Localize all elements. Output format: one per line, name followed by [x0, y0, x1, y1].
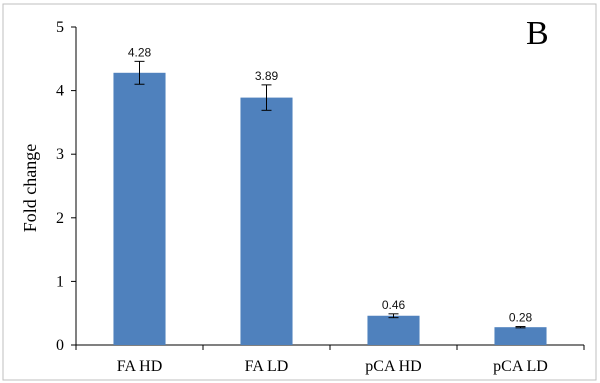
panel-label: B [526, 15, 549, 52]
data-label: 3.89 [255, 69, 279, 83]
y-tick-label: 3 [56, 146, 64, 163]
bar-pca-hd [367, 315, 420, 345]
y-tick-label: 0 [56, 337, 64, 354]
category-label: pCA HD [365, 358, 421, 375]
x-ticks [75, 345, 585, 350]
error-bars [134, 60, 526, 329]
bars [113, 72, 547, 346]
category-label: pCA LD [493, 358, 548, 375]
category-label: FA LD [245, 358, 289, 375]
data-label: 4.28 [128, 45, 152, 59]
data-label: 0.28 [509, 311, 533, 325]
data-label: 0.46 [382, 298, 406, 312]
chart-frame [2, 3, 597, 381]
y-axis-title: Fold change [20, 144, 40, 232]
y-tick-label: 2 [56, 210, 64, 227]
data-labels: 4.28 3.89 0.46 0.28 [128, 45, 533, 324]
y-tick-label: 5 [56, 19, 64, 36]
y-ticks: 0 1 2 3 4 5 [56, 19, 76, 354]
y-tick-label: 4 [56, 83, 64, 100]
y-tick-label: 1 [56, 273, 64, 290]
bar-pca-ld [494, 327, 547, 345]
bar-fa-hd [113, 72, 166, 346]
category-label: FA HD [117, 358, 163, 375]
bar-fa-ld [240, 97, 293, 345]
category-labels: FA HD FA LD pCA HD pCA LD [117, 358, 548, 375]
